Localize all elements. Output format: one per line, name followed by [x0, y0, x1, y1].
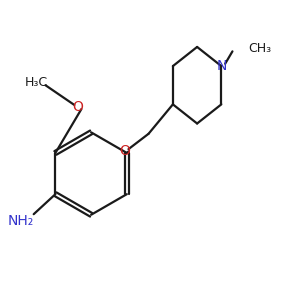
Text: H₃C: H₃C — [25, 76, 48, 89]
Text: CH₃: CH₃ — [249, 42, 272, 55]
Text: O: O — [119, 145, 130, 158]
Text: NH₂: NH₂ — [7, 214, 34, 228]
Text: N: N — [216, 59, 226, 73]
Text: O: O — [72, 100, 83, 114]
